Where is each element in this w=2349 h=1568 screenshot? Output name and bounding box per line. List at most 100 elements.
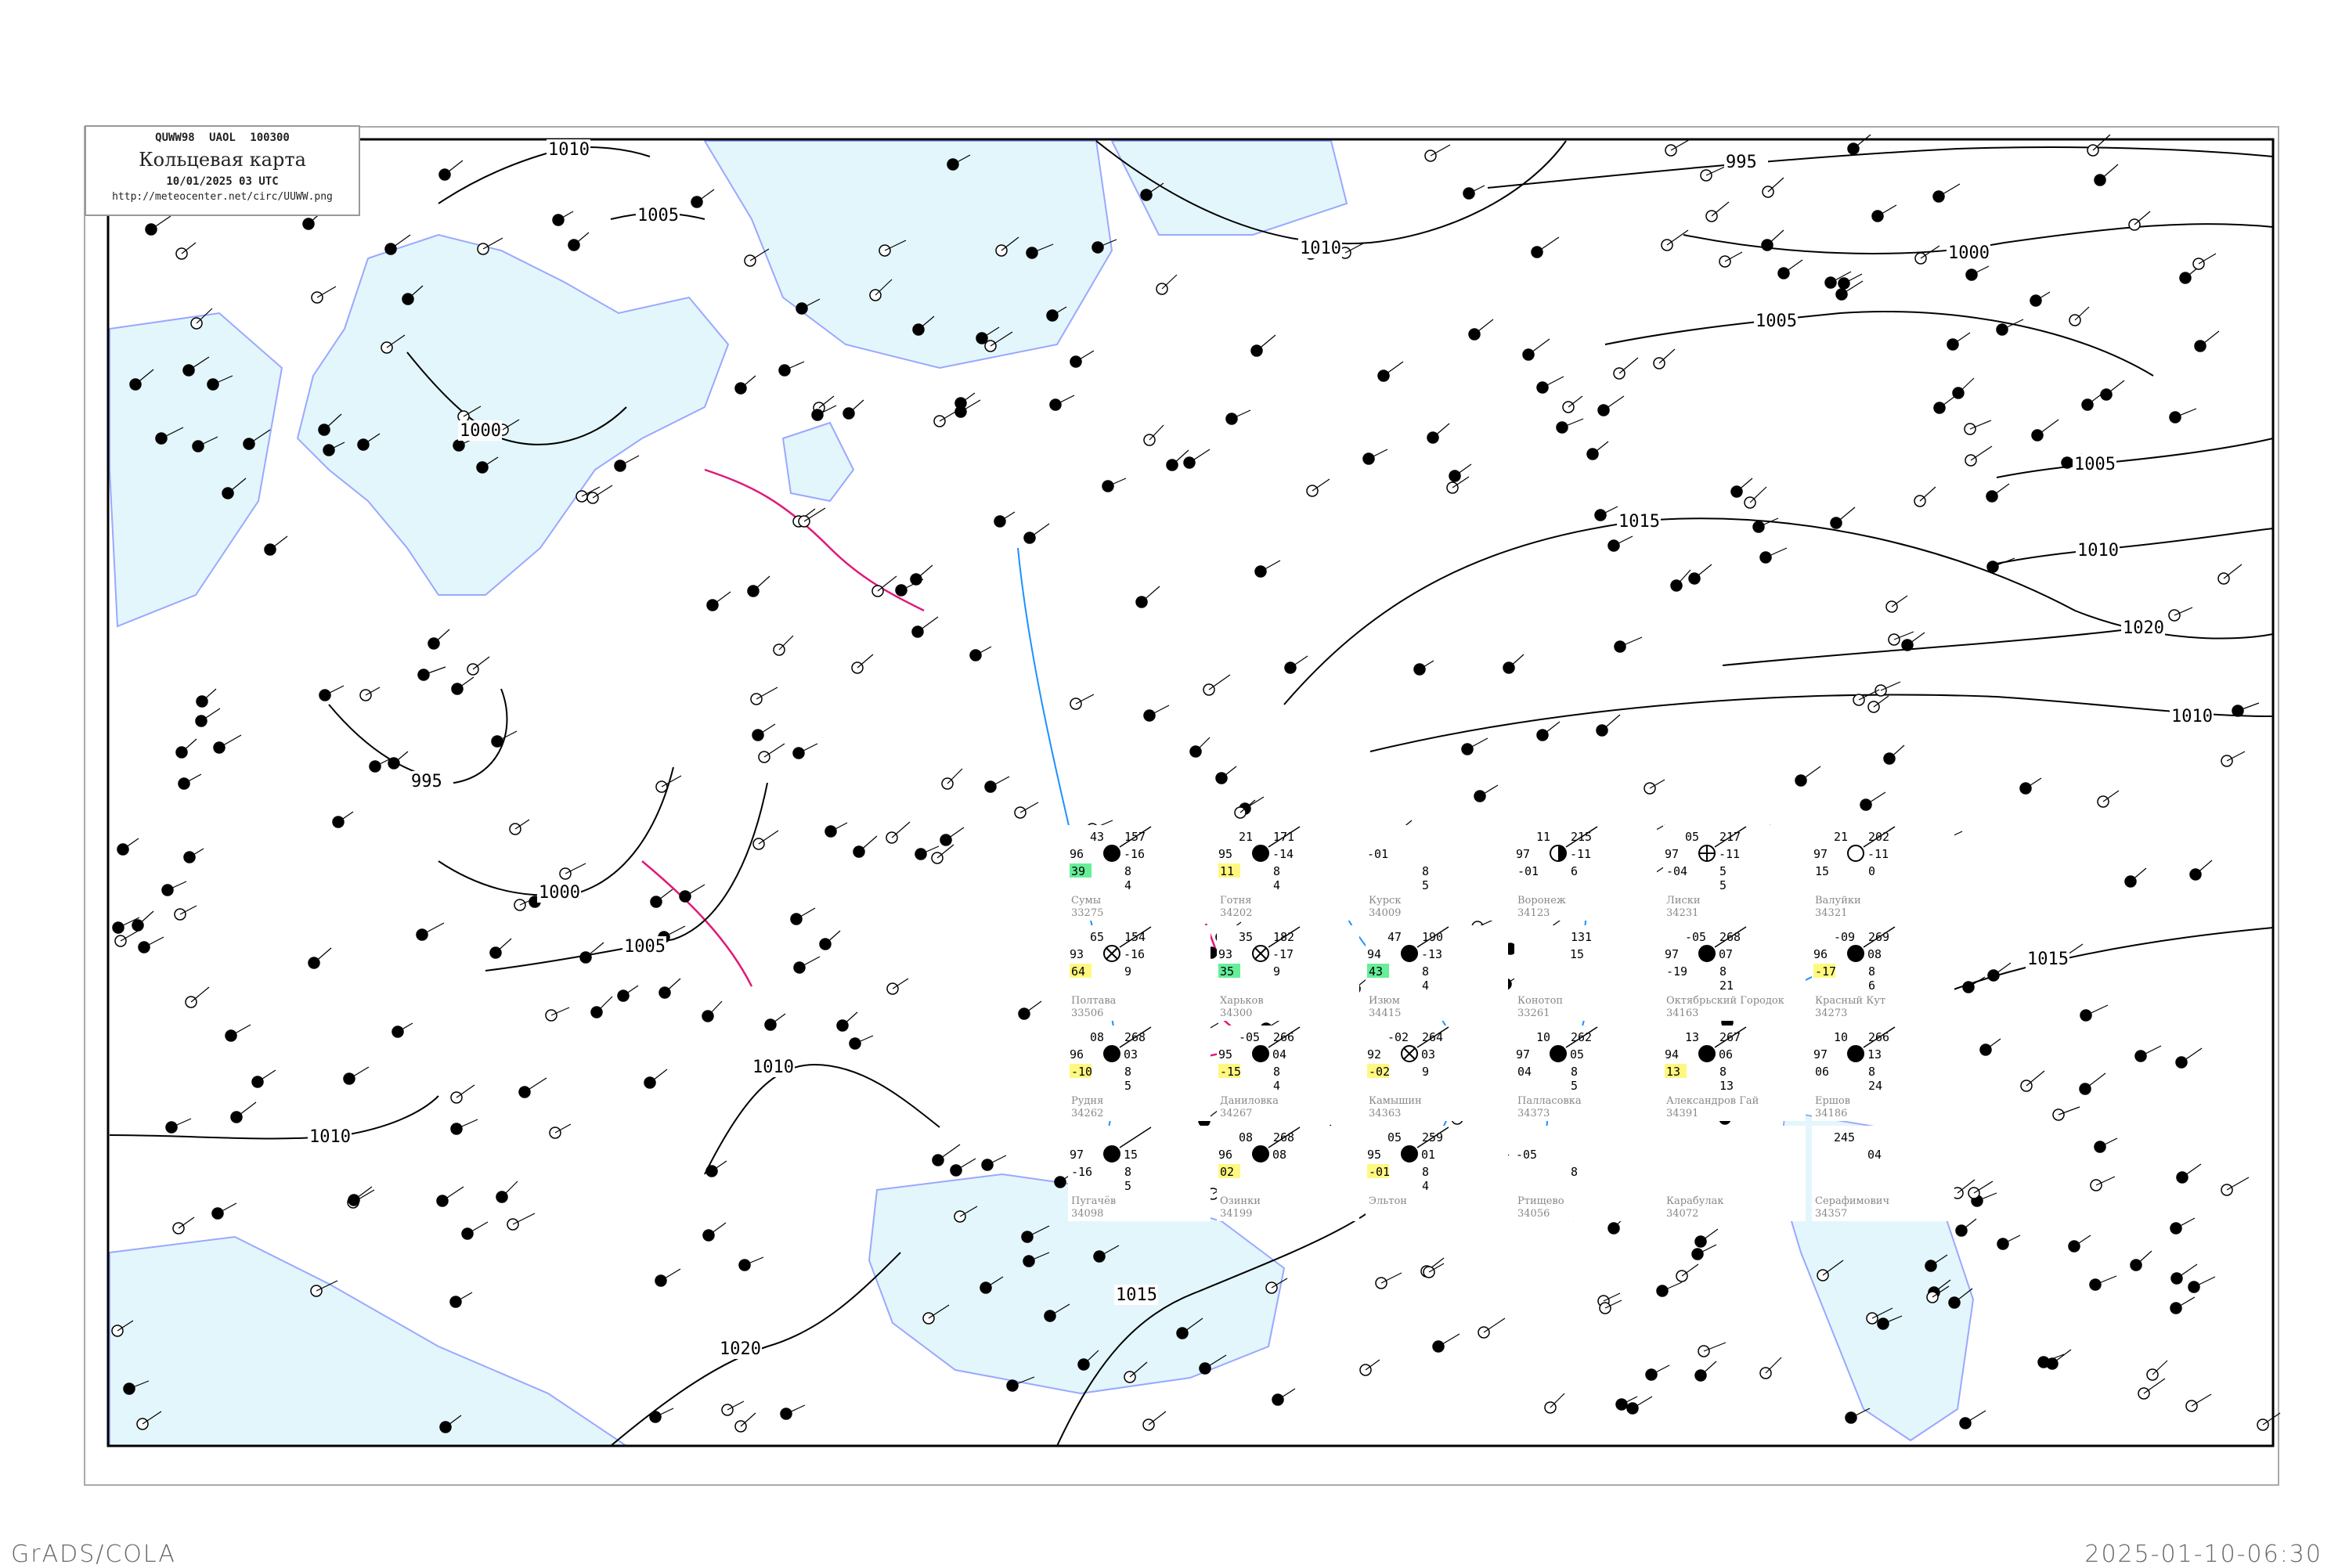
wind-barb xyxy=(1432,423,1450,438)
wind-barb xyxy=(1268,926,1301,948)
station-tend2: 5 xyxy=(1124,1179,1131,1193)
wind-barb xyxy=(1697,1244,1717,1255)
wind-barb xyxy=(1976,1192,1997,1202)
wind-barb xyxy=(1468,185,1485,194)
isobar xyxy=(1996,438,2274,478)
station-bl: 04 xyxy=(1517,1065,1532,1079)
station-name: Эльтон xyxy=(1369,1195,1407,1207)
station-id: 34072 xyxy=(1666,1208,1698,1220)
source-url[interactable]: http://meteocenter.net/circ/UUWW.png xyxy=(112,191,333,203)
wind-barb xyxy=(135,369,154,385)
isobar-label-bg xyxy=(537,882,581,903)
station-t: 10 xyxy=(1536,1030,1550,1044)
front-line xyxy=(704,468,925,612)
wind-barb xyxy=(502,419,520,431)
wind-barb xyxy=(712,591,731,606)
isobar-label: 995 xyxy=(411,772,442,791)
wind-barb xyxy=(752,575,770,592)
wind-barb xyxy=(952,154,971,165)
dewpoint-box xyxy=(1070,964,1092,978)
station-bg xyxy=(1217,1126,1359,1221)
north-sea xyxy=(109,312,283,628)
isobar-label: 1005 xyxy=(1755,312,1797,331)
wind-barb xyxy=(1714,1026,1747,1048)
station-bl: -04 xyxy=(1666,864,1687,878)
wind-barb xyxy=(2085,1004,2109,1016)
station-t: -05 xyxy=(1239,1030,1260,1044)
wind-barb xyxy=(763,743,785,758)
isobar xyxy=(610,1252,901,1447)
wind-barb xyxy=(2226,1177,2250,1191)
station-tend: 8 xyxy=(1868,964,1875,979)
station-name: Конотоп xyxy=(1517,995,1563,1007)
station-t: 21 xyxy=(1239,830,1253,844)
station-bl: 64 xyxy=(1071,964,1085,979)
wind-barb xyxy=(778,635,794,651)
wind-barb xyxy=(230,1024,251,1036)
wind-barb xyxy=(649,1069,668,1083)
wind-barb xyxy=(1365,1359,1380,1371)
station-name: Карабулак xyxy=(1666,1195,1724,1207)
isobar-label-bg xyxy=(1754,311,1798,331)
station-name: Изюм xyxy=(1369,995,1400,1007)
station-name: Лиски xyxy=(1666,895,1701,907)
cloud-cover-icon xyxy=(1847,845,1864,862)
station-plot[interactable]: 05 259 95 01 -01 84 Эльтон xyxy=(1366,1126,1508,1221)
wind-barb xyxy=(1438,1333,1460,1347)
wind-barb xyxy=(1244,796,1265,809)
wind-barb xyxy=(960,392,976,404)
station-name: Ершов xyxy=(1815,1095,1850,1107)
wind-barb xyxy=(1268,1026,1301,1048)
wind-barb xyxy=(1919,486,1936,502)
wind-barb xyxy=(1694,564,1712,579)
station-bg xyxy=(1366,1126,1508,1221)
wind-barb xyxy=(2226,751,2246,762)
station-tend2: 4 xyxy=(1273,1079,1280,1093)
wind-barb xyxy=(1954,1288,1973,1303)
wind-barb xyxy=(143,936,164,948)
station-t: 47 xyxy=(1387,930,1402,944)
station-bg xyxy=(1514,825,1657,921)
wind-barb xyxy=(1800,766,1821,781)
wind-barb xyxy=(990,331,1013,347)
wind-barb xyxy=(1012,1376,1035,1386)
wind-barb xyxy=(581,486,601,497)
isobar xyxy=(1722,625,2154,666)
wind-barb xyxy=(189,848,204,858)
station-tend: 8 xyxy=(1571,1165,1578,1179)
station-tend: 9 xyxy=(1422,1065,1429,1079)
isobar-label: 1000 xyxy=(1948,243,1990,263)
station-tend: 8 xyxy=(1868,1065,1875,1079)
wind-barb xyxy=(1568,395,1583,408)
isobar-label: 1005 xyxy=(2074,455,2116,474)
station-t: 08 xyxy=(1239,1130,1253,1144)
wind-barb xyxy=(928,1304,950,1319)
wind-barb xyxy=(803,507,826,522)
wind-barb xyxy=(917,616,939,633)
station-td: -16 xyxy=(1124,847,1145,861)
